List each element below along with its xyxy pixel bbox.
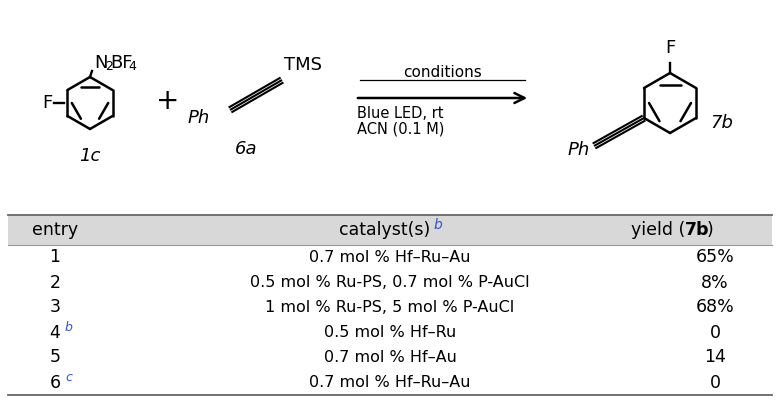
Text: +: + [156, 87, 179, 115]
Text: 0.7 mol % Hf–Ru–Au: 0.7 mol % Hf–Ru–Au [309, 250, 471, 265]
Text: 68%: 68% [696, 299, 735, 316]
Text: 4: 4 [128, 60, 136, 73]
Text: 0.7 mol % Hf–Ru–Au: 0.7 mol % Hf–Ru–Au [309, 375, 471, 390]
Text: 0.7 mol % Hf–Au: 0.7 mol % Hf–Au [324, 350, 456, 365]
Text: BF: BF [110, 54, 133, 72]
Text: 4: 4 [50, 324, 60, 341]
Text: 14: 14 [704, 349, 726, 366]
Text: 0.5 mol % Ru-PS, 0.7 mol % P-AuCl: 0.5 mol % Ru-PS, 0.7 mol % P-AuCl [250, 275, 530, 290]
Text: 3: 3 [49, 299, 61, 316]
Text: N: N [94, 54, 108, 72]
Text: 6: 6 [49, 374, 61, 391]
Text: 1: 1 [49, 249, 61, 266]
Text: 0: 0 [710, 374, 721, 391]
Text: b: b [433, 218, 441, 232]
Text: yield (: yield ( [631, 221, 685, 239]
Bar [8, 215, 772, 245]
Text: Ph: Ph [188, 109, 210, 127]
Text: 0.5 mol % Hf–Ru: 0.5 mol % Hf–Ru [324, 325, 456, 340]
Text: conditions: conditions [403, 65, 482, 80]
Text: b: b [65, 321, 73, 334]
Text: 6a: 6a [235, 140, 257, 158]
Text: 65%: 65% [696, 249, 735, 266]
Text: 1 mol % Ru-PS, 5 mol % P-AuCl: 1 mol % Ru-PS, 5 mol % P-AuCl [265, 300, 515, 315]
Text: entry: entry [32, 221, 78, 239]
Text: 5: 5 [49, 349, 61, 366]
Text: ): ) [707, 221, 714, 239]
Text: 7b: 7b [710, 114, 733, 132]
Text: 7b: 7b [685, 221, 710, 239]
Text: c: c [65, 371, 72, 384]
Text: 0: 0 [710, 324, 721, 341]
Text: 2: 2 [49, 274, 61, 291]
Text: 8%: 8% [701, 274, 729, 291]
Text: ACN (0.1 M): ACN (0.1 M) [357, 122, 445, 137]
Text: 1c: 1c [80, 147, 101, 165]
Text: TMS: TMS [284, 56, 322, 74]
Text: F: F [665, 39, 675, 57]
Text: Ph: Ph [568, 141, 590, 159]
Text: F: F [42, 94, 52, 112]
Text: 2: 2 [105, 60, 113, 73]
Text: Blue LED, rt: Blue LED, rt [357, 106, 444, 121]
Text: catalyst(s): catalyst(s) [339, 221, 431, 239]
